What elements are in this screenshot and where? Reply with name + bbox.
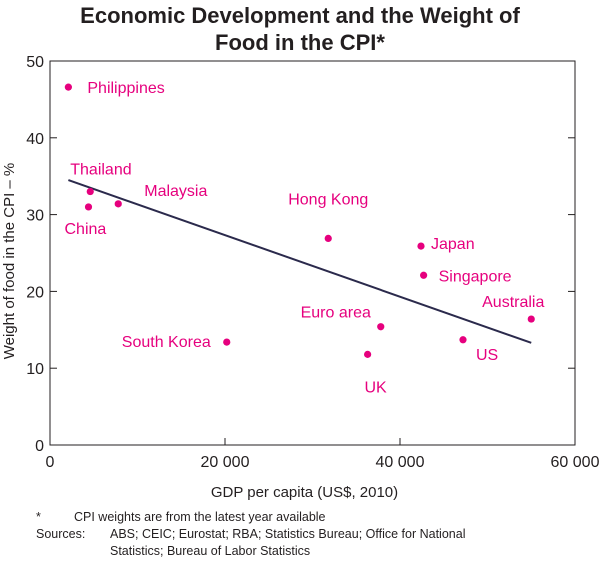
point-label-philippines: Philippines <box>87 80 164 97</box>
sources-line-1: ABS; CEIC; Eurostat; RBA; Statistics Bur… <box>110 527 466 541</box>
point-label-china: China <box>65 221 107 238</box>
plot-frame <box>49 60 576 446</box>
point-label-thailand: Thailand <box>70 162 131 179</box>
x-axis-label: GDP per capita (US$, 2010) <box>211 484 398 501</box>
chart-notes: * CPI weights are from the latest year a… <box>36 509 465 560</box>
x-tick-label: 0 <box>46 454 55 471</box>
x-tick-label: 60 000 <box>551 454 600 471</box>
point-label-south-korea: South Korea <box>122 334 211 351</box>
y-tick-label: 50 <box>26 54 44 71</box>
data-point-singapore <box>420 271 428 279</box>
point-label-japan: Japan <box>431 236 475 253</box>
data-point-euro-area <box>377 323 385 331</box>
data-point-philippines <box>64 83 72 91</box>
chart-title-line-2: Food in the CPI* <box>215 30 385 55</box>
data-point-us <box>459 336 467 344</box>
data-point-china <box>84 203 93 211</box>
y-tick-label: 0 <box>35 438 44 455</box>
data-point-uk <box>364 350 372 358</box>
point-label-australia: Australia <box>482 294 544 311</box>
y-tick-label: 30 <box>26 208 44 225</box>
sources-label: Sources: <box>36 527 86 541</box>
data-point-thailand <box>86 187 94 196</box>
y-axis-label: Weight of food in the CPI – % <box>1 163 18 360</box>
x-tick-label: 40 000 <box>376 454 425 471</box>
sources-line-2: Statistics; Bureau of Labor Statistics <box>110 544 311 558</box>
data-point-hong-kong <box>324 234 332 243</box>
data-point-australia <box>527 315 535 323</box>
trend-line <box>68 179 532 344</box>
data-point-south-korea <box>223 338 231 346</box>
y-tick-label: 10 <box>26 361 44 378</box>
chart-title-line-1: Economic Development and the Weight of <box>80 3 520 28</box>
point-label-malaysia: Malaysia <box>144 183 207 200</box>
point-label-euro-area: Euro area <box>301 305 371 322</box>
point-label-hong-kong: Hong Kong <box>288 191 368 208</box>
data-point-japan <box>417 242 425 250</box>
footnote-text: CPI weights are from the latest year ava… <box>74 510 326 524</box>
y-tick-label: 20 <box>26 284 44 301</box>
y-tick-label: 40 <box>26 131 44 148</box>
point-label-us: US <box>476 347 498 364</box>
x-tick-label: 20 000 <box>201 454 250 471</box>
point-label-singapore: Singapore <box>439 268 512 285</box>
scatter-chart: 0 10 20 30 40 50 0 20 000 40 000 60 000 Philippi… <box>1 54 600 501</box>
point-label-uk: UK <box>365 379 388 396</box>
footnote-marker: * <box>36 510 41 524</box>
data-point-malaysia <box>114 200 122 208</box>
chart-title: Economic Development and the Weight of F… <box>0 2 600 56</box>
